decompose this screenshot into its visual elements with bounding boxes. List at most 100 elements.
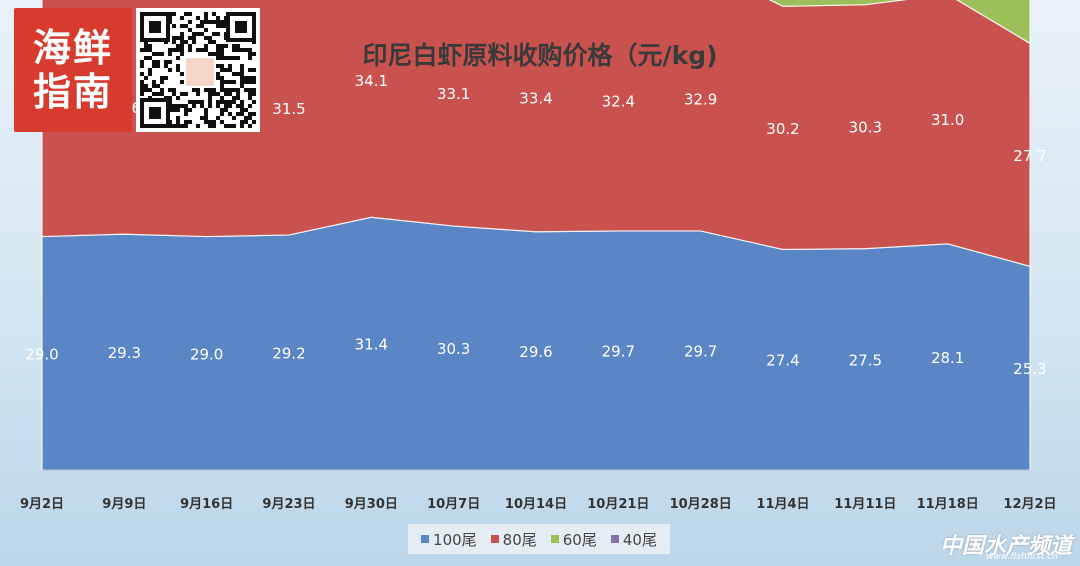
qr-module (148, 72, 152, 76)
qr-module (148, 68, 152, 72)
qr-module (200, 20, 204, 24)
qr-module (160, 80, 164, 84)
qr-module (176, 96, 180, 100)
qr-module (228, 104, 232, 108)
qr-module (248, 96, 252, 100)
qr-module (220, 24, 224, 28)
qr-module (144, 56, 148, 60)
qr-module (208, 20, 212, 24)
qr-center-logo (184, 56, 216, 88)
qr-module (184, 120, 188, 124)
qr-module (180, 72, 184, 76)
qr-module (172, 104, 176, 108)
qr-module (220, 44, 224, 48)
qr-module (252, 112, 256, 116)
qr-module (160, 52, 164, 56)
qr-module (248, 76, 252, 80)
qr-module (192, 40, 196, 44)
qr-module (148, 48, 152, 52)
qr-module (200, 116, 204, 120)
qr-module (240, 108, 244, 112)
qr-module (196, 24, 200, 28)
qr-module (224, 104, 228, 108)
qr-module (236, 92, 240, 96)
qr-module (212, 92, 216, 96)
qr-module (176, 44, 180, 48)
qr-module (188, 48, 192, 52)
qr-module (180, 48, 184, 52)
legend-item-60: 60尾 (550, 529, 597, 550)
data-label: 34.1 (355, 72, 388, 90)
qr-module (144, 84, 148, 88)
qr-module (240, 80, 244, 84)
qr-module (172, 48, 176, 52)
qr-module (208, 124, 212, 128)
qr-module (220, 108, 224, 112)
legend-label: 40尾 (622, 530, 657, 549)
qr-module (184, 92, 188, 96)
qr-module (176, 116, 180, 120)
qr-module (212, 40, 216, 44)
data-label: 29.7 (684, 342, 717, 360)
qr-module (240, 48, 244, 52)
qr-module (196, 88, 200, 92)
data-label: 27.4 (766, 352, 799, 370)
qr-module (180, 44, 184, 48)
qr-module (160, 92, 164, 96)
qr-module (192, 88, 196, 92)
qr-module (204, 28, 208, 32)
qr-module (248, 92, 252, 96)
x-tick-label: 11月11日 (834, 497, 896, 512)
qr-module (188, 20, 192, 24)
qr-module (144, 76, 148, 80)
qr-module (152, 60, 156, 64)
qr-module (248, 52, 252, 56)
qr-module (232, 48, 236, 52)
qr-module (200, 104, 204, 108)
legend-item-100: 100尾 (421, 529, 477, 550)
qr-module (252, 52, 256, 56)
qr-module (176, 124, 180, 128)
data-label: 27.7 (1013, 147, 1046, 165)
qr-module (168, 60, 172, 64)
qr-module (216, 44, 220, 48)
qr-module (184, 12, 188, 16)
qr-module (212, 32, 216, 36)
qr-module (176, 56, 180, 60)
qr-module (228, 112, 232, 116)
qr-module (232, 116, 236, 120)
qr-module (244, 116, 248, 120)
qr-module (144, 44, 148, 48)
qr-module (184, 40, 188, 44)
qr-module (232, 56, 236, 60)
qr-module (208, 92, 212, 96)
qr-module (224, 56, 228, 60)
brand-logo: 海鲜 指南 (14, 8, 132, 132)
qr-module (252, 76, 256, 80)
qr-module (216, 20, 220, 24)
data-label: 31.0 (931, 111, 964, 129)
qr-module (172, 92, 176, 96)
qr-module (204, 88, 208, 92)
qr-module (148, 44, 152, 48)
qr-module (232, 88, 236, 92)
qr-module (232, 96, 236, 100)
x-tick-label: 9月23日 (262, 497, 315, 512)
area-series-80尾 (41, 0, 1031, 268)
qr-module (216, 24, 220, 28)
qr-module (156, 60, 160, 64)
qr-module (196, 16, 200, 20)
chart-legend: 100尾 80尾 60尾 40尾 (408, 524, 670, 554)
qr-module (220, 112, 224, 116)
qr-module (208, 52, 212, 56)
qr-module (208, 120, 212, 124)
qr-module (140, 84, 144, 88)
qr-module (244, 80, 248, 84)
qr-module (184, 24, 188, 28)
qr-module (172, 88, 176, 92)
qr-module (208, 88, 212, 92)
data-label: 28.1 (931, 349, 964, 367)
qr-module (204, 120, 208, 124)
qr-module (172, 36, 176, 40)
qr-module (212, 120, 216, 124)
